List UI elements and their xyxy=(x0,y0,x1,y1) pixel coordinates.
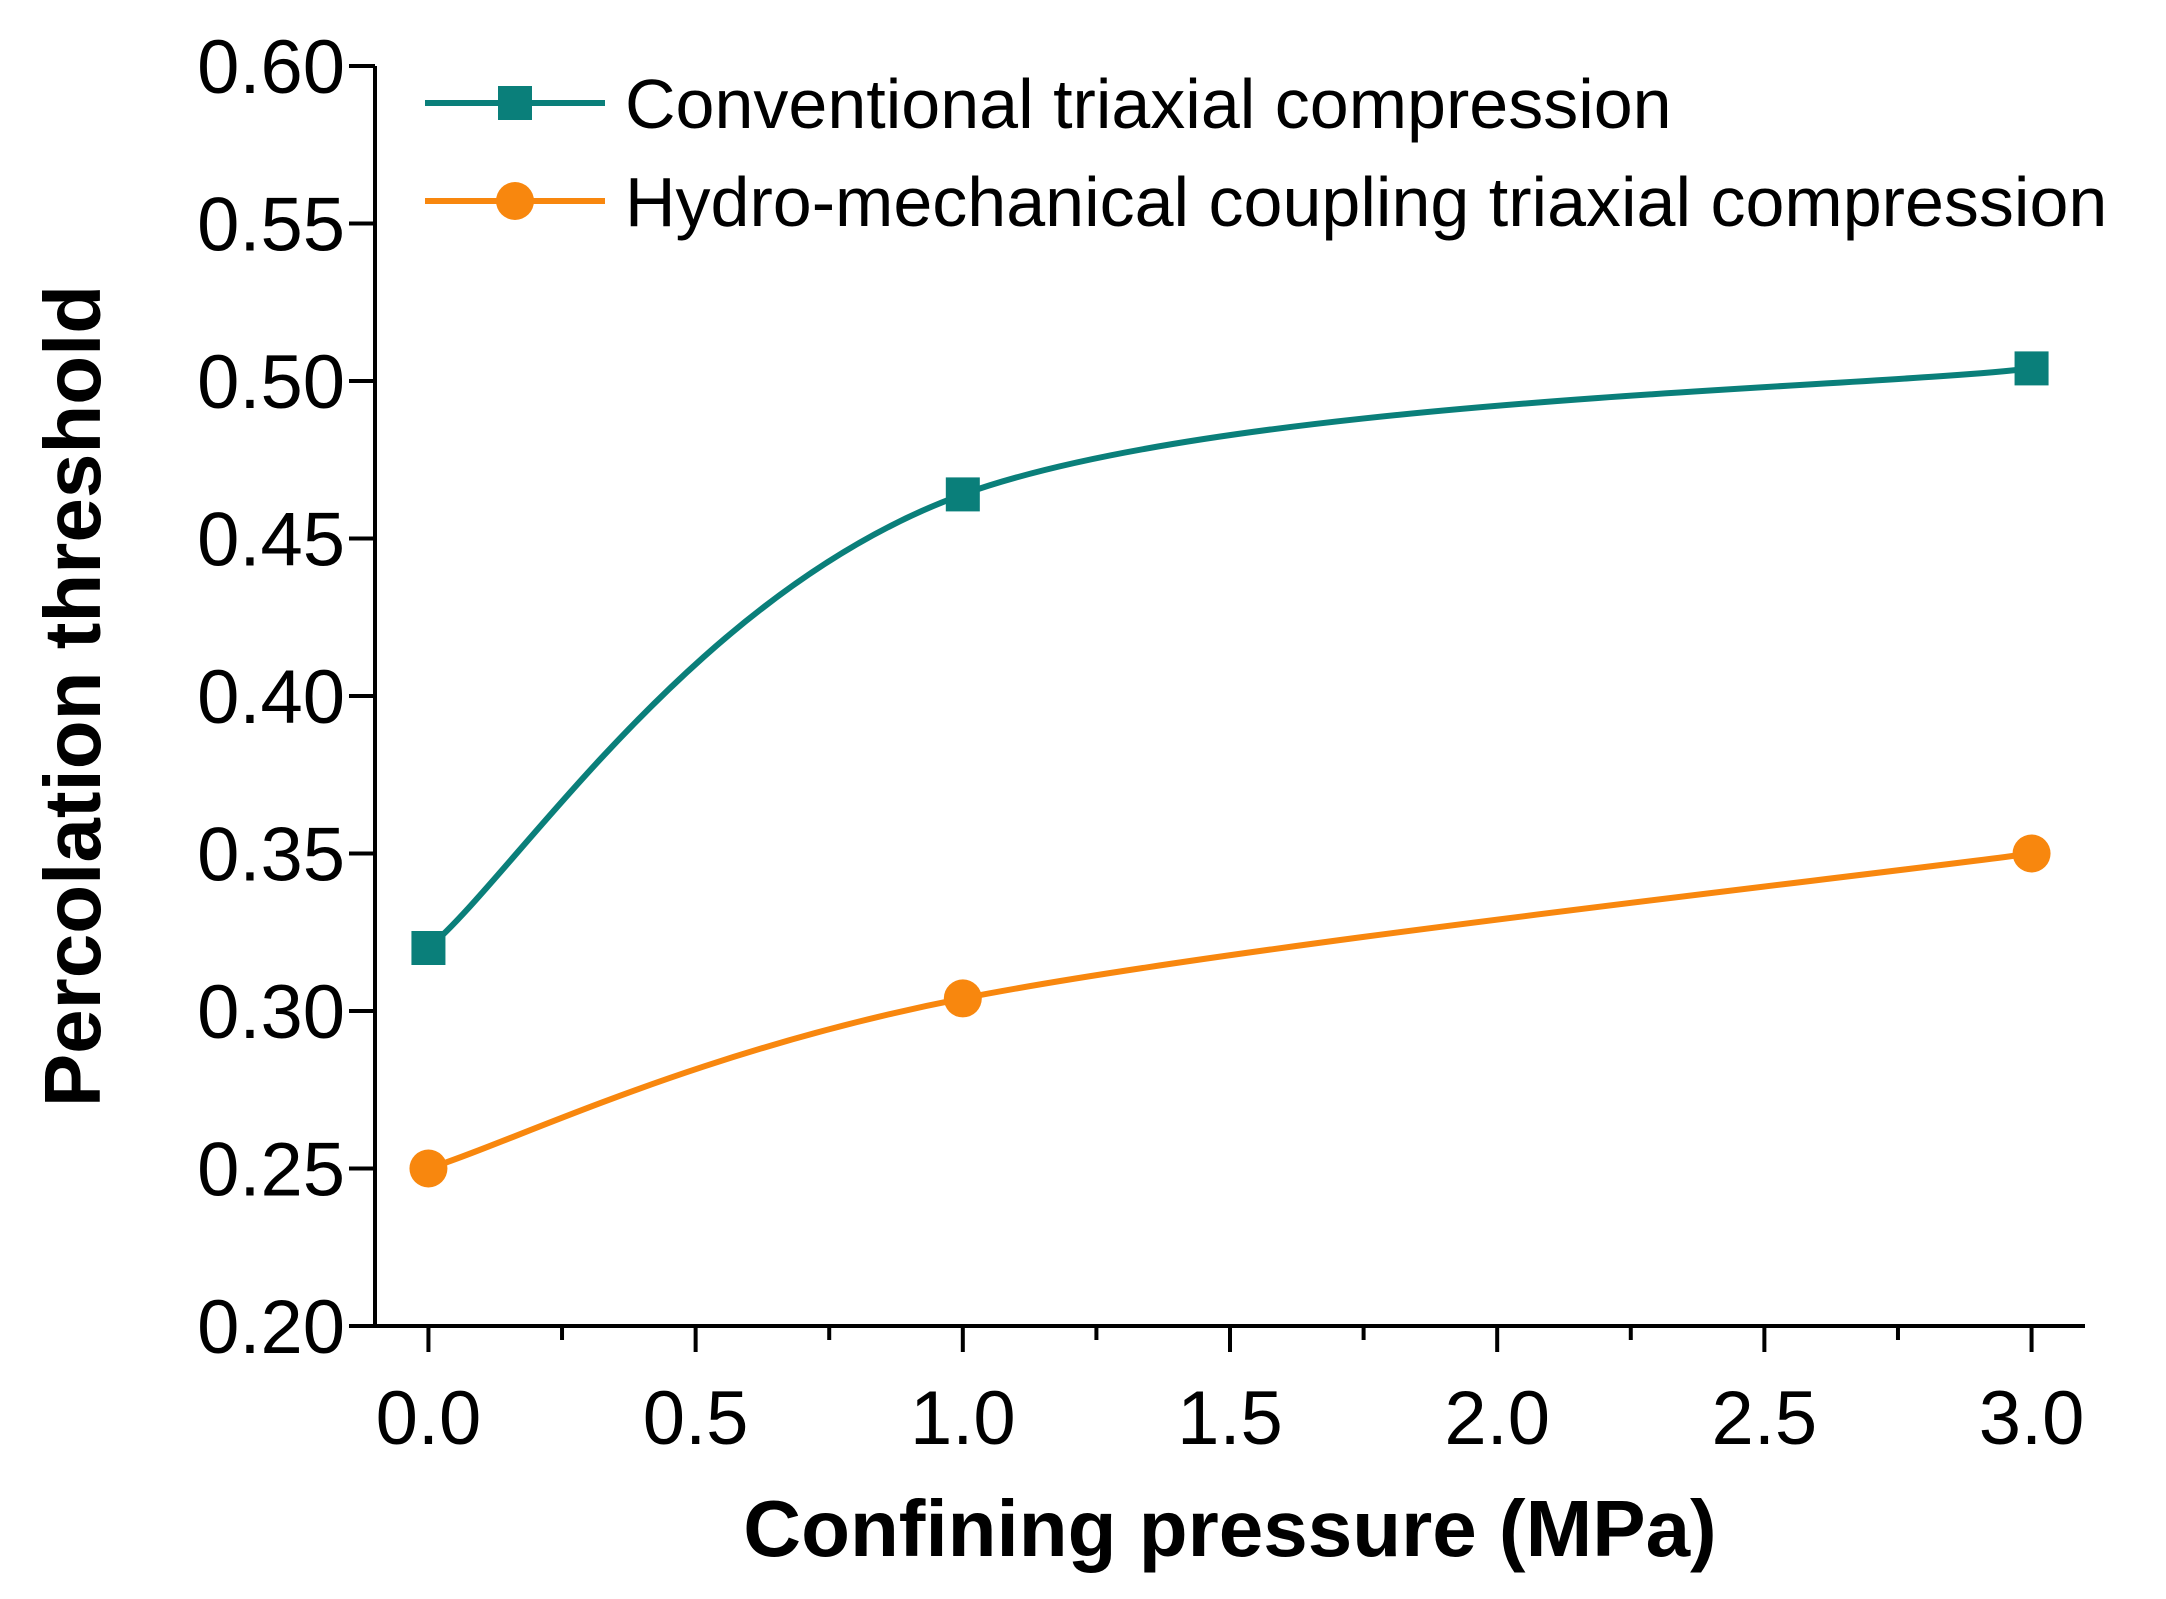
x-tick-label: 3.0 xyxy=(1979,1376,2085,1461)
axes xyxy=(373,66,2085,1328)
data-point-2-3 xyxy=(2012,834,2051,873)
y-tick-label: 0.40 xyxy=(197,655,345,740)
series-1 xyxy=(411,351,2049,965)
y-tick-label: 0.35 xyxy=(197,813,345,898)
legend-marker xyxy=(498,86,532,120)
x-tick-label: 0.0 xyxy=(376,1376,482,1461)
x-tick-label: 1.5 xyxy=(1177,1376,1283,1461)
legend-marker xyxy=(496,182,534,220)
legend-item-2: Hydro-mechanical coupling triaxial compr… xyxy=(425,163,2107,241)
series-line-1 xyxy=(426,365,2032,951)
legend: Conventional triaxial compression Hydro-m… xyxy=(425,65,2107,241)
x-tick-label: 2.0 xyxy=(1444,1376,1550,1461)
series-line-2 xyxy=(427,850,2032,1172)
x-axis-title: Confining pressure (MPa) xyxy=(743,1484,1716,1573)
data-point-2-1 xyxy=(409,1149,448,1188)
data-point-1-3 xyxy=(2014,351,2049,386)
series-2 xyxy=(409,834,2051,1188)
y-tick-label: 0.60 xyxy=(197,25,345,110)
series-layer xyxy=(409,351,2051,1188)
y-tick-label: 0.20 xyxy=(197,1285,345,1370)
x-tick-label: 2.5 xyxy=(1712,1376,1818,1461)
x-axis-ticks: 0.0 0.5 1.0 1.5 2.0 2.5 3.0 xyxy=(376,1326,2085,1461)
x-tick-label: 0.5 xyxy=(643,1376,749,1461)
legend-item-1: Conventional triaxial compression xyxy=(425,65,1672,143)
data-point-1-1 xyxy=(411,931,446,965)
y-tick-label: 0.30 xyxy=(197,970,345,1055)
y-axis-title: Percolation threshold xyxy=(28,285,117,1107)
y-tick-label: 0.50 xyxy=(197,340,345,425)
y-tick-label: 0.55 xyxy=(197,183,345,268)
data-point-1-2 xyxy=(945,477,980,512)
y-tick-label: 0.45 xyxy=(197,498,345,583)
y-tick-label: 0.25 xyxy=(197,1128,345,1213)
y-axis-ticks: 0.20 0.25 0.30 0.35 0.40 0.45 0.50 0.55 0.60 xyxy=(197,25,375,1370)
legend-label: Hydro-mechanical coupling triaxial compr… xyxy=(625,163,2107,241)
x-tick-label: 1.0 xyxy=(910,1376,1016,1461)
legend-label: Conventional triaxial compression xyxy=(625,65,1672,143)
data-point-2-2 xyxy=(943,979,982,1018)
